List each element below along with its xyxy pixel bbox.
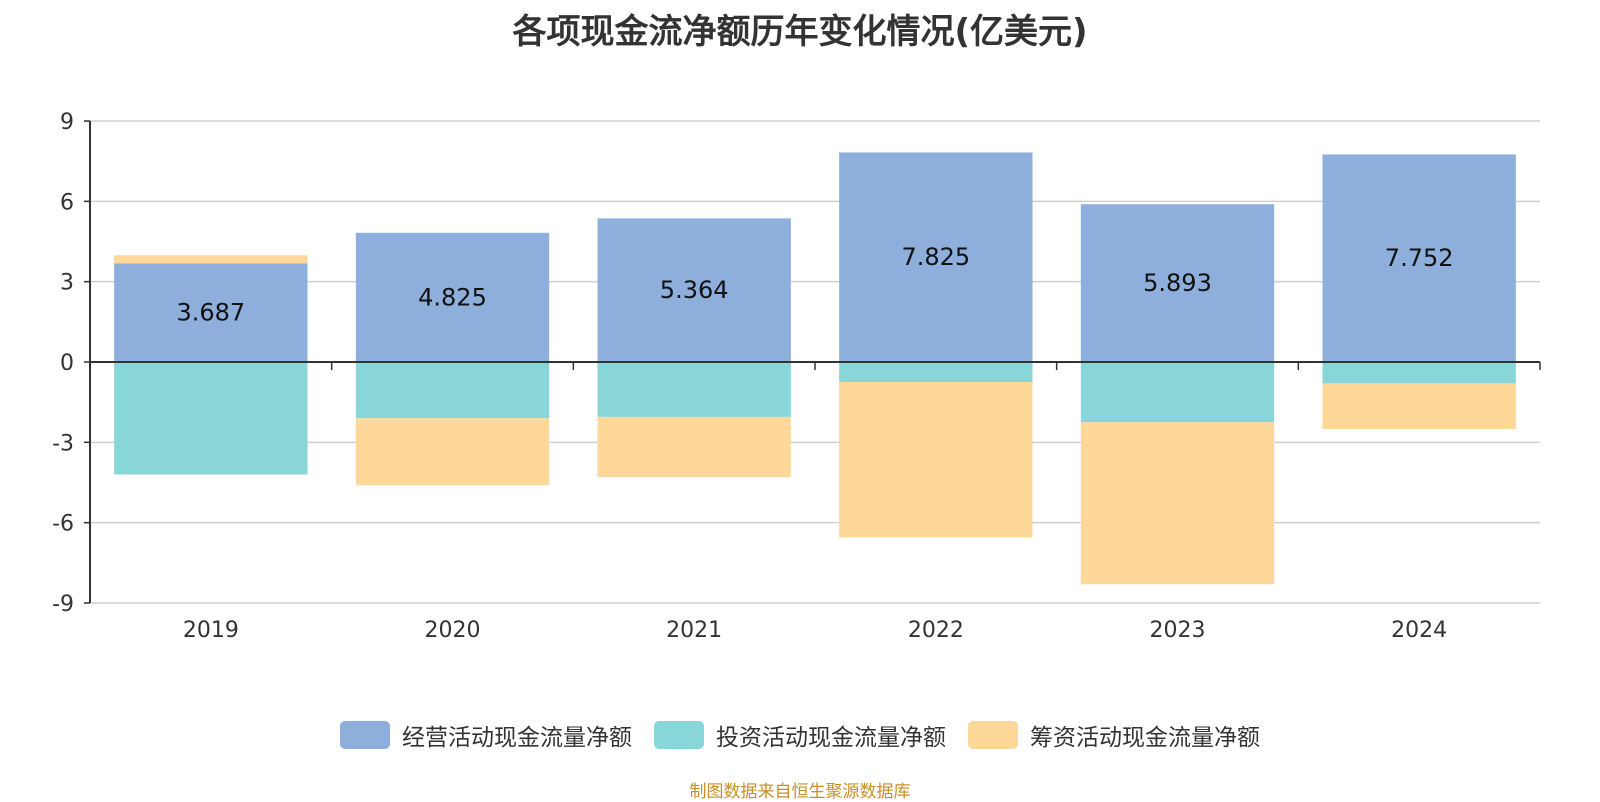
legend: 经营活动现金流量净额 投资活动现金流量净额 筹资活动现金流量净额 [0, 718, 1600, 752]
bar-investing [355, 362, 550, 419]
bar-financing [839, 382, 1033, 538]
legend-swatch-financing [968, 721, 1018, 749]
bar-investing [1322, 362, 1516, 384]
data-label: 4.825 [418, 283, 487, 311]
bar-operating [1322, 154, 1516, 362]
legend-swatch-investing [654, 721, 704, 749]
x-tick-label: 2023 [1150, 618, 1206, 643]
source-note: 制图数据来自恒生聚源数据库 [689, 782, 911, 802]
x-tick-label: 2019 [183, 618, 239, 643]
legend-label-financing: 筹资活动现金流量净额 [1030, 725, 1260, 751]
legend-item-operating[interactable]: 经营活动现金流量净额 [340, 718, 632, 752]
x-tick-label: 2022 [908, 618, 964, 643]
legend-label-investing: 投资活动现金流量净额 [716, 725, 946, 751]
bar-operating [597, 218, 791, 362]
x-tick-label: 2020 [425, 618, 481, 643]
legend-label-operating: 经营活动现金流量净额 [402, 725, 632, 751]
bar-investing [1080, 362, 1275, 423]
bar-financing [1322, 383, 1516, 429]
data-label: 5.364 [660, 276, 729, 304]
bar-operating [1080, 204, 1275, 362]
bar-financing [355, 418, 550, 486]
y-tick-label: 9 [60, 110, 74, 135]
y-tick-label: -3 [52, 431, 74, 456]
data-label: 3.687 [176, 299, 245, 327]
x-tick-label: 2021 [666, 618, 722, 643]
y-tick-label: 3 [60, 271, 74, 296]
legend-swatch-operating [340, 721, 390, 749]
legend-item-financing[interactable]: 筹资活动现金流量净额 [968, 718, 1260, 752]
legend-item-investing[interactable]: 投资活动现金流量净额 [654, 718, 946, 752]
bar-operating [114, 263, 308, 362]
y-tick-label: 6 [60, 190, 74, 215]
chart-title: 各项现金流净额历年变化情况(亿美元) [512, 12, 1088, 52]
bar-operating [355, 232, 550, 362]
bar-financing [114, 255, 308, 264]
data-label: 7.752 [1385, 244, 1454, 272]
y-tick-label: 0 [60, 351, 74, 376]
y-tick-label: -6 [52, 512, 74, 537]
bar-investing [839, 362, 1033, 383]
bar-financing [597, 416, 791, 478]
x-tick-label: 2024 [1391, 618, 1447, 643]
data-label: 5.893 [1143, 269, 1212, 297]
bar-investing [597, 362, 791, 417]
chart-plot: 9 6 3 0 -3 -6 -9 2019 2020 2021 2022 2023 2024 3.687 4… [52, 110, 1541, 643]
data-label: 7.825 [901, 243, 970, 271]
bar-operating [839, 152, 1033, 362]
bar-financing [1080, 422, 1275, 585]
bar-investing [114, 362, 308, 475]
y-tick-label: -9 [52, 592, 74, 617]
